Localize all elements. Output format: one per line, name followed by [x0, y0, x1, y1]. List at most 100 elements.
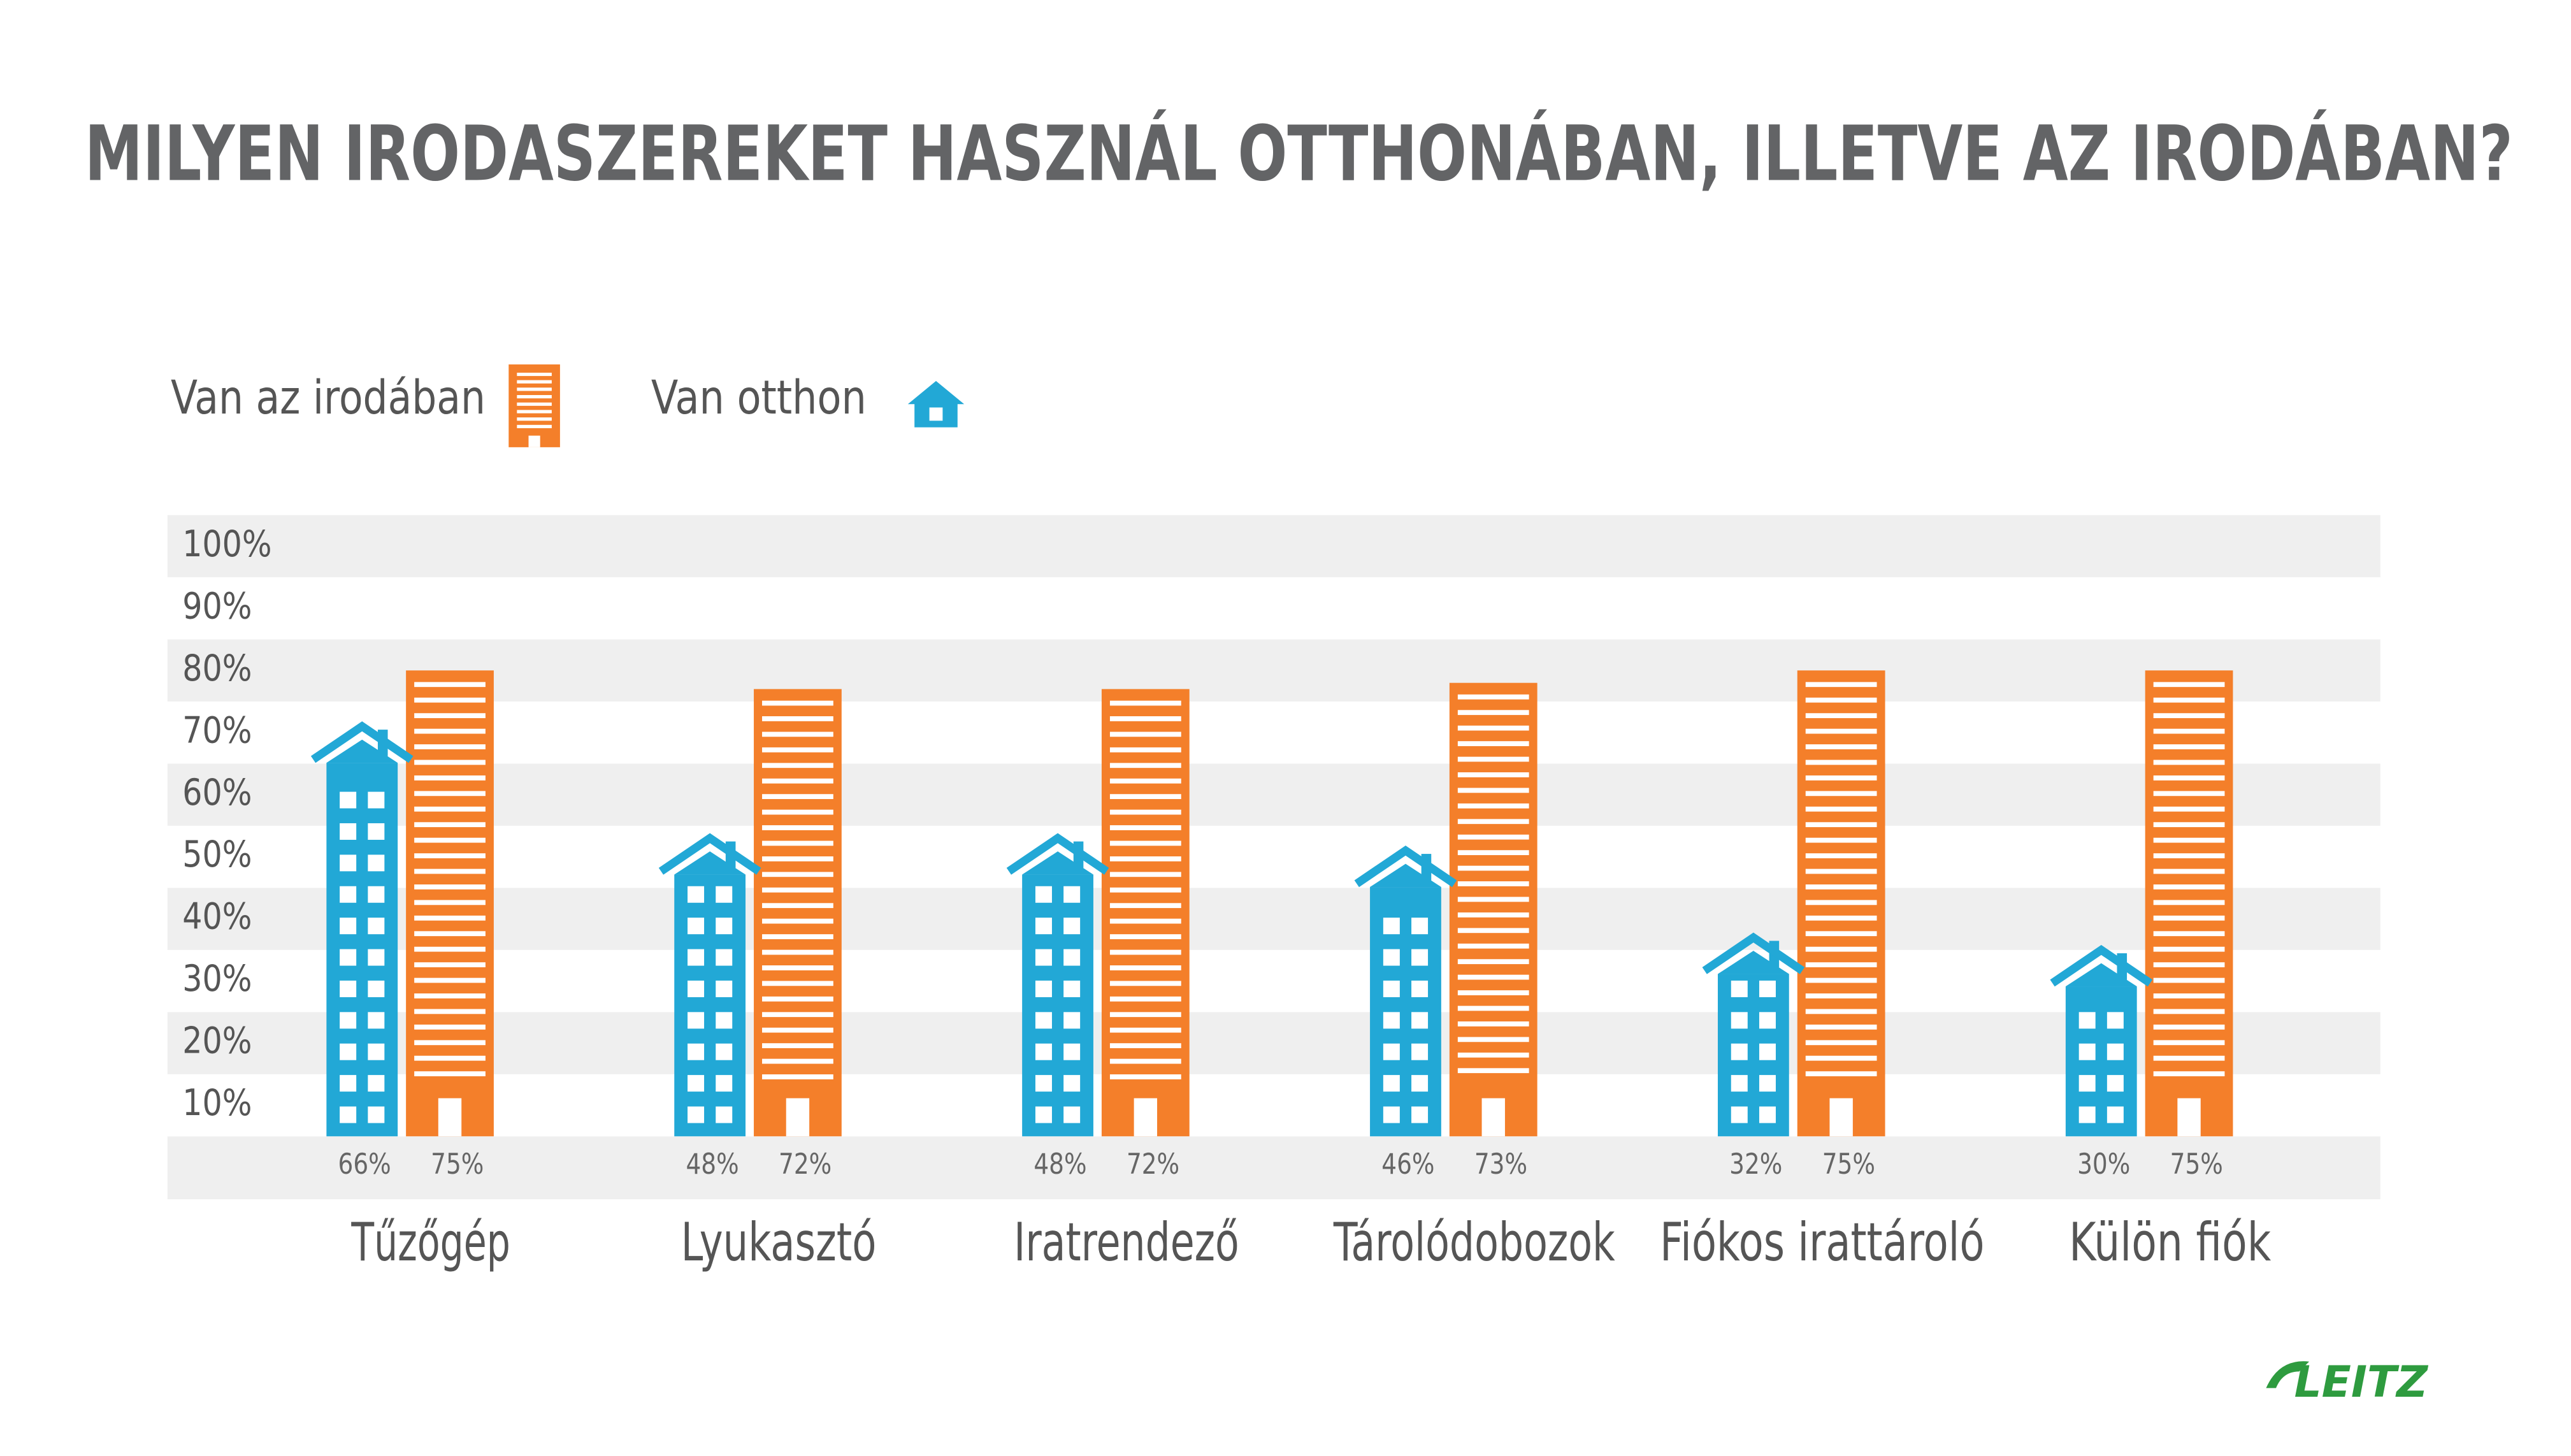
x-tick-label: Tárolódobozok — [1333, 1211, 1615, 1273]
x-tick-label: Fiókos irattároló — [1660, 1211, 1985, 1273]
bar-stripe — [2153, 1071, 2225, 1077]
bar-window — [368, 1075, 385, 1092]
bar-stripe — [1457, 834, 1529, 840]
legend-icon — [907, 380, 965, 428]
bar-stripe — [1109, 700, 1181, 706]
bar-stripe — [414, 822, 486, 828]
chart-title: MILYEN IRODASZEREKET HASZNÁL OTTHONÁBAN,… — [85, 109, 2513, 198]
bar-roof — [1006, 833, 1109, 875]
bar-stripe — [414, 728, 486, 734]
bar-stripe — [1457, 928, 1529, 933]
bar-stripe — [2153, 837, 2225, 843]
bar-stripe — [1457, 788, 1529, 793]
icon-stripe — [517, 424, 552, 428]
bar-window — [2078, 1012, 2096, 1029]
bar-window — [688, 980, 705, 997]
bar-window — [1383, 1106, 1400, 1123]
bar-stripe — [1457, 850, 1529, 856]
value-label: 48% — [686, 1148, 738, 1181]
bar-window — [1383, 918, 1400, 935]
bar-window — [340, 1043, 357, 1060]
bar-window — [1759, 1075, 1776, 1092]
bar-stripe — [1805, 791, 1877, 796]
bar-window — [368, 791, 385, 809]
bar-stripe — [414, 962, 486, 968]
bar-stripe — [1457, 741, 1529, 746]
bar-stripe — [762, 981, 833, 986]
bar-stripe — [1457, 1068, 1529, 1074]
bar-stripe — [1457, 1006, 1529, 1011]
bar-window — [368, 823, 385, 840]
bar-stripe — [1805, 1040, 1877, 1046]
bar-window — [1759, 1106, 1776, 1123]
bar-stripe — [2153, 713, 2225, 719]
bar-stripe — [762, 825, 833, 830]
bar-stripe — [414, 869, 486, 874]
bar-window — [1035, 949, 1052, 966]
home-bar — [2050, 944, 2153, 1137]
bar-roof — [310, 721, 414, 763]
bar-window — [2106, 1106, 2124, 1123]
bar-stripe — [762, 1027, 833, 1033]
bar-stripe — [1109, 949, 1181, 955]
bar-window — [368, 886, 385, 903]
home-bar — [1354, 846, 1457, 1137]
bar-window — [688, 949, 705, 966]
bar-roof — [2050, 944, 2153, 987]
bar-stripe — [2153, 1055, 2225, 1061]
x-tick-label: Tűzőgép — [351, 1211, 510, 1273]
bar-stripe — [2153, 806, 2225, 812]
bar-window — [368, 1012, 385, 1029]
bar-gable — [1370, 863, 1441, 888]
bar-stripe — [2153, 884, 2225, 890]
bar-window — [1411, 1106, 1429, 1123]
bar-window — [688, 886, 705, 903]
icon-door — [528, 435, 540, 447]
bar-stripe — [1109, 918, 1181, 924]
bar-stripe — [762, 1058, 833, 1064]
bar-window — [340, 886, 357, 903]
bar-window — [1035, 886, 1052, 903]
bar-window — [1731, 1043, 1748, 1060]
value-label: 32% — [1729, 1148, 1782, 1181]
bar-window — [716, 1043, 733, 1060]
home-bar — [1702, 932, 1805, 1137]
bar-window — [1383, 1075, 1400, 1092]
bar-window — [1383, 1043, 1400, 1060]
bar-window — [716, 886, 733, 903]
bar-window — [1411, 1075, 1429, 1092]
bar-stripe — [1109, 887, 1181, 893]
bar-window — [340, 980, 357, 997]
bar-stripe — [1457, 990, 1529, 995]
bar-window — [1035, 918, 1052, 935]
bar-stripe — [1805, 946, 1877, 952]
bar-roof — [1354, 846, 1457, 888]
bar-stripe — [1457, 756, 1529, 762]
bar-stripe — [414, 791, 486, 796]
bar-window — [340, 854, 357, 872]
logo-mark — [2266, 1361, 2310, 1388]
bar-window — [340, 823, 357, 840]
x-tick-label: Külön fiók — [2069, 1211, 2271, 1273]
bar-stripe — [414, 884, 486, 890]
bar-window — [368, 918, 385, 935]
bar-window — [1035, 980, 1052, 997]
bar-window — [2078, 1075, 2096, 1092]
bar-stripe — [414, 682, 486, 688]
bar-window — [1063, 1075, 1081, 1092]
bar-window — [1759, 1043, 1776, 1060]
bar-stripe — [2153, 977, 2225, 983]
y-tick-label: 80% — [182, 647, 252, 689]
y-tick-label: 40% — [182, 896, 252, 938]
bar-stripe — [762, 763, 833, 768]
bar-window — [1731, 1012, 1748, 1029]
grid-band — [167, 515, 2380, 577]
bar-stripe — [2153, 1024, 2225, 1030]
bar-stripe — [1457, 725, 1529, 731]
bar-stripe — [1805, 915, 1877, 921]
bar-window — [1063, 1043, 1081, 1060]
bar-stripe — [1457, 865, 1529, 871]
bar-stripe — [1109, 1012, 1181, 1018]
bar-stripe — [2153, 1009, 2225, 1014]
